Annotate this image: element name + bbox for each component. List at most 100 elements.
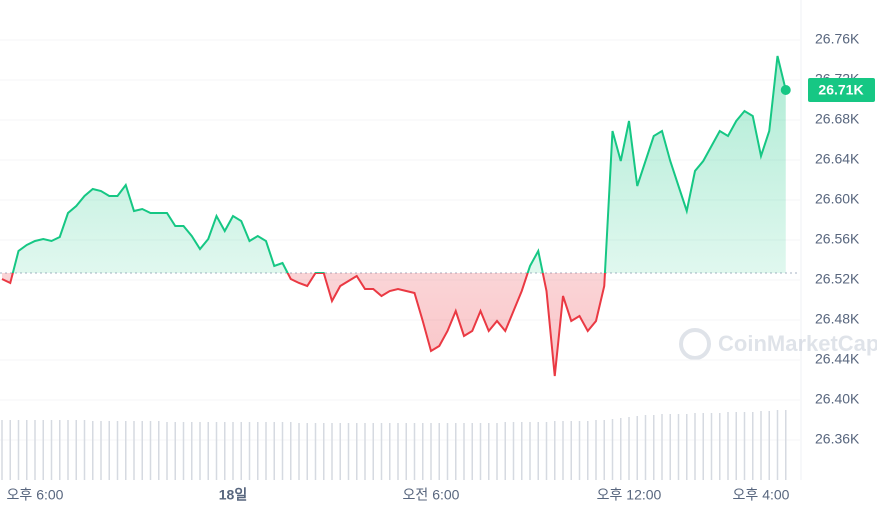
volume-bar (199, 422, 201, 480)
x-tick-label: 오후 4:00 (733, 487, 790, 503)
volume-bar (496, 423, 498, 480)
watermark-text: CoinMarketCap (718, 331, 877, 356)
volume-bar (290, 422, 292, 480)
volume-bar (611, 419, 614, 480)
x-tick-label: 오후 6:00 (7, 487, 64, 503)
y-tick-label: 26.36K (815, 431, 860, 447)
volume-bar (75, 420, 77, 480)
volume-bar (380, 423, 383, 480)
volume-bar (133, 421, 135, 480)
volume-bar (710, 413, 713, 480)
volume-bar (306, 423, 308, 480)
volume-bar (603, 420, 605, 480)
volume-bar (768, 411, 770, 480)
volume-bar (372, 423, 374, 480)
volume-bar (83, 420, 86, 480)
area-down (2, 273, 786, 376)
area-up (2, 56, 786, 273)
volume-bar (562, 421, 564, 480)
volume-bar (512, 422, 515, 480)
y-tick-label: 26.56K (815, 231, 860, 247)
volume-bar (59, 420, 61, 480)
volume-bar (265, 422, 267, 480)
volume-bar (108, 421, 110, 480)
volume-bar (50, 420, 53, 480)
volume-bar (686, 414, 688, 480)
volume-bar (587, 421, 589, 480)
volume-bar (347, 423, 350, 480)
volume-bar (405, 423, 407, 480)
volume-bar (752, 412, 754, 480)
volume-bar (125, 421, 127, 480)
volume-bar (9, 420, 11, 480)
volume-bar (67, 420, 69, 480)
volume-bar (677, 414, 680, 480)
volume-bar (636, 416, 638, 480)
watermark: CoinMarketCap (679, 328, 877, 360)
x-tick-label: 오후 12:00 (597, 487, 662, 503)
volume-bar (240, 422, 242, 480)
volume-bar (339, 423, 341, 480)
volume-bar (413, 423, 416, 480)
volume-bar (364, 423, 366, 480)
volume-bar (224, 422, 226, 480)
volume-bar (100, 421, 102, 480)
volume-bar (281, 422, 284, 480)
y-tick-label: 26.64K (815, 151, 860, 167)
volume-bar (735, 412, 737, 480)
volume-bar (298, 423, 300, 480)
volume-bar (578, 421, 581, 480)
volume-bar (422, 423, 424, 480)
y-tick-label: 26.76K (815, 31, 860, 47)
volume-bar (743, 412, 746, 480)
volume-bar (166, 422, 168, 480)
volume-bar (314, 423, 317, 480)
last-point (780, 85, 791, 95)
volume-bar (776, 410, 779, 480)
volume-bar (653, 415, 655, 480)
price-tag (808, 78, 875, 102)
volume-bar (232, 422, 234, 480)
volume-bar (207, 422, 209, 480)
volume-bar (463, 423, 465, 480)
volume-bar (521, 422, 523, 480)
y-tick-label: 26.40K (815, 391, 860, 407)
volume-bar (257, 422, 259, 480)
volume-bar (455, 423, 457, 480)
volume-bar (554, 421, 556, 480)
volume-bar (273, 422, 275, 480)
volume-bar (719, 413, 721, 480)
volume-bar (397, 423, 399, 480)
x-tick-label: 18일 (219, 487, 247, 503)
volume-bar (389, 423, 391, 480)
volume-bar (661, 414, 663, 480)
volume-bar (504, 422, 506, 480)
y-tick-label: 26.68K (815, 111, 860, 127)
volume-bar (545, 422, 548, 480)
volume-bar (471, 423, 473, 480)
price-line-down (1, 273, 606, 377)
volume-bar (570, 421, 572, 480)
volume-bar (215, 422, 218, 480)
volume-bar (34, 420, 36, 480)
volume-bar (669, 414, 671, 480)
y-tick-label: 26.44K (815, 351, 860, 367)
y-tick-label: 26.48K (815, 311, 860, 327)
volume-bar (785, 410, 787, 480)
volume-bar (26, 420, 28, 480)
volume-bar (1, 420, 3, 480)
volume-bar (182, 422, 185, 480)
volume-bar (158, 421, 160, 480)
volume-bar (537, 422, 539, 480)
volume-bar (438, 423, 440, 480)
volume-bar (191, 422, 193, 480)
price-tag-label: 26.71K (818, 82, 863, 98)
volume-bar (760, 411, 762, 480)
volume-bar (529, 422, 531, 480)
volume-bar (702, 413, 704, 480)
volume-bar (620, 418, 622, 480)
volume-bar (331, 423, 333, 480)
x-tick-label: 오전 6:00 (403, 487, 460, 503)
volume-bar (446, 423, 449, 480)
